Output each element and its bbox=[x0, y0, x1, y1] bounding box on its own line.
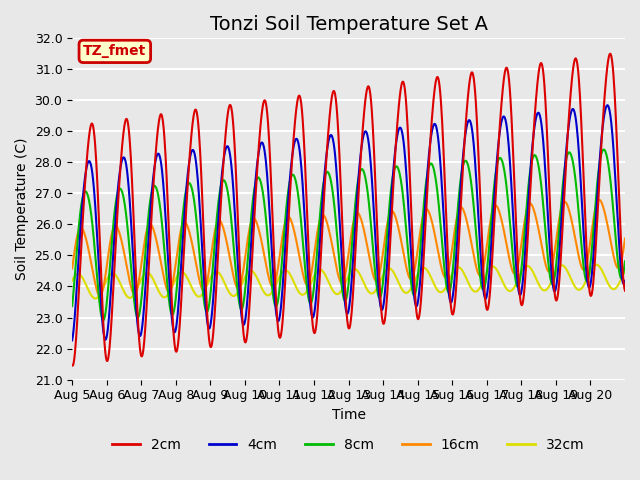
X-axis label: Time: Time bbox=[332, 408, 365, 422]
Text: TZ_fmet: TZ_fmet bbox=[83, 44, 147, 59]
Y-axis label: Soil Temperature (C): Soil Temperature (C) bbox=[15, 138, 29, 280]
Title: Tonzi Soil Temperature Set A: Tonzi Soil Temperature Set A bbox=[209, 15, 488, 34]
Legend: 2cm, 4cm, 8cm, 16cm, 32cm: 2cm, 4cm, 8cm, 16cm, 32cm bbox=[107, 433, 591, 458]
